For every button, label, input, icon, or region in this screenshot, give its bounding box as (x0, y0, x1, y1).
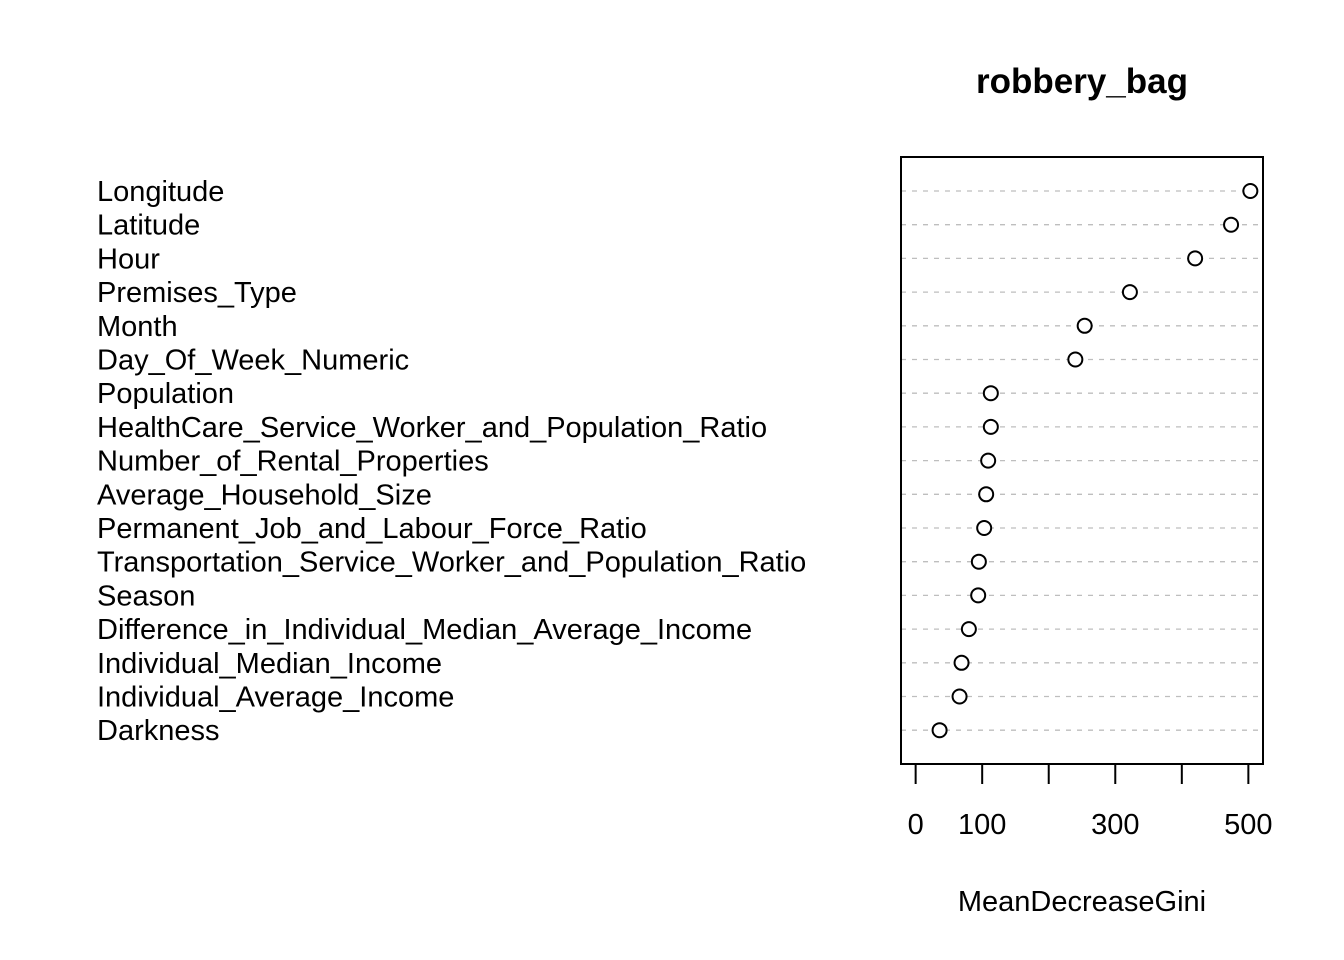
variable-label: Latitude (97, 210, 200, 242)
variable-label: HealthCare_Service_Worker_and_Population… (97, 412, 767, 444)
data-point (976, 520, 993, 536)
data-point (970, 587, 987, 604)
data-point (1076, 317, 1093, 334)
variable-label: Difference_in_Individual_Median_Average_… (97, 614, 752, 646)
variable-label: Average_Household_Size (97, 479, 432, 511)
data-point (982, 418, 999, 435)
variable-label: Day_Of_Week_Numeric (97, 345, 409, 377)
data-point (931, 722, 948, 739)
variable-label: Transportation_Service_Worker_and_Popula… (97, 547, 806, 579)
variable-label: Month (97, 311, 178, 343)
variable-label: Longitude (97, 176, 224, 208)
data-point (1187, 250, 1204, 267)
x-axis-label: MeanDecreaseGini (958, 886, 1206, 918)
x-tick-label: 500 (1224, 809, 1272, 841)
variable-label: Premises_Type (97, 277, 297, 309)
variable-label: Hour (97, 243, 160, 275)
variable-labels: LongitudeLatitudeHourPremises_TypeMonthD… (97, 176, 806, 747)
data-point (953, 654, 970, 671)
grid-lines (901, 190, 1263, 731)
chart-title: robbery_bag (976, 62, 1188, 101)
data-point (1242, 183, 1259, 199)
variable-label: Permanent_Job_and_Labour_Force_Ratio (97, 513, 647, 545)
variable-label: Individual_Average_Income (97, 682, 454, 714)
data-point (982, 385, 999, 402)
data-point (960, 621, 977, 638)
data-point (1067, 351, 1084, 368)
x-tick-label: 0 (908, 809, 924, 841)
data-point (951, 688, 968, 705)
data-point (1121, 284, 1138, 301)
data-point (978, 486, 995, 503)
variable-label: Darkness (97, 715, 220, 747)
plot-frame (900, 156, 1264, 765)
x-axis: 0 100 300 500 (908, 764, 1273, 841)
data-point (1223, 216, 1240, 233)
data-point (980, 452, 997, 469)
variable-label: Individual_Median_Income (97, 648, 442, 680)
data-points (931, 183, 1259, 739)
data-point (970, 553, 987, 570)
x-tick-label: 300 (1091, 809, 1139, 841)
x-tick-label: 100 (958, 809, 1006, 841)
variable-label: Season (97, 580, 195, 612)
variable-label: Population (97, 378, 234, 410)
variable-label: Number_of_Rental_Properties (97, 446, 489, 478)
